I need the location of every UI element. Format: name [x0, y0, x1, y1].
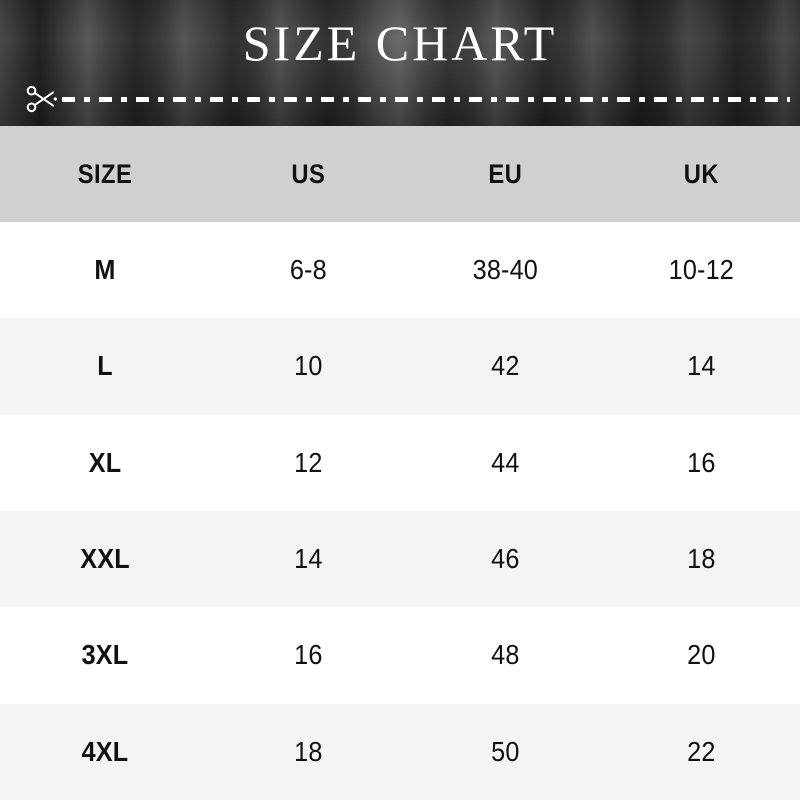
cell-size: 3XL: [81, 639, 129, 671]
banner-vignette-overlay: [0, 0, 800, 126]
cell-eu: 44: [490, 446, 520, 478]
table-row: XXL 14 46 18: [0, 510, 800, 608]
cell-us: 10: [294, 350, 323, 382]
cell-us: 6-8: [289, 254, 327, 286]
column-header-us: US: [291, 158, 326, 189]
table-row: L 10 42 14: [0, 318, 800, 415]
cell-size: XXL: [80, 543, 130, 575]
cell-uk: 22: [687, 735, 716, 767]
banner-header: SIZE CHART: [0, 0, 800, 126]
size-chart-table: SIZE US EU UK M 6-8 38-40 10-12 L 10 42 …: [0, 126, 800, 800]
cell-eu: 50: [490, 735, 520, 767]
table-row: 3XL 16 48 20: [0, 607, 800, 704]
column-header-size: SIZE: [77, 158, 133, 189]
curtain-texture-background: [0, 0, 800, 126]
cut-line-group: [26, 84, 790, 114]
cell-us: 12: [294, 446, 323, 478]
cell-us: 16: [294, 639, 323, 671]
cell-eu: 38-40: [472, 254, 538, 286]
cell-size: 4XL: [81, 735, 129, 767]
cell-uk: 18: [687, 543, 716, 575]
cell-us: 18: [294, 735, 323, 767]
dashed-cut-line: [62, 96, 790, 102]
cell-uk: 10-12: [668, 254, 735, 286]
cell-size: L: [97, 350, 113, 382]
column-header-uk: UK: [684, 158, 720, 189]
cell-eu: 46: [490, 543, 520, 575]
table-row: XL 12 44 16: [0, 414, 800, 511]
cell-uk: 14: [687, 350, 716, 382]
cell-uk: 16: [687, 446, 716, 478]
cell-eu: 48: [490, 639, 520, 671]
cell-size: XL: [88, 446, 122, 478]
cell-size: M: [94, 254, 116, 286]
column-header-eu: EU: [488, 158, 522, 189]
table-row: M 6-8 38-40 10-12: [0, 222, 800, 319]
cell-eu: 42: [490, 350, 520, 382]
cell-us: 14: [294, 543, 323, 575]
cell-uk: 20: [687, 639, 716, 671]
page-title: SIZE CHART: [242, 15, 558, 71]
table-row: 4XL 18 50 22: [0, 703, 800, 800]
table-header-row: SIZE US EU UK: [0, 126, 800, 222]
scissors-icon: [26, 85, 57, 113]
